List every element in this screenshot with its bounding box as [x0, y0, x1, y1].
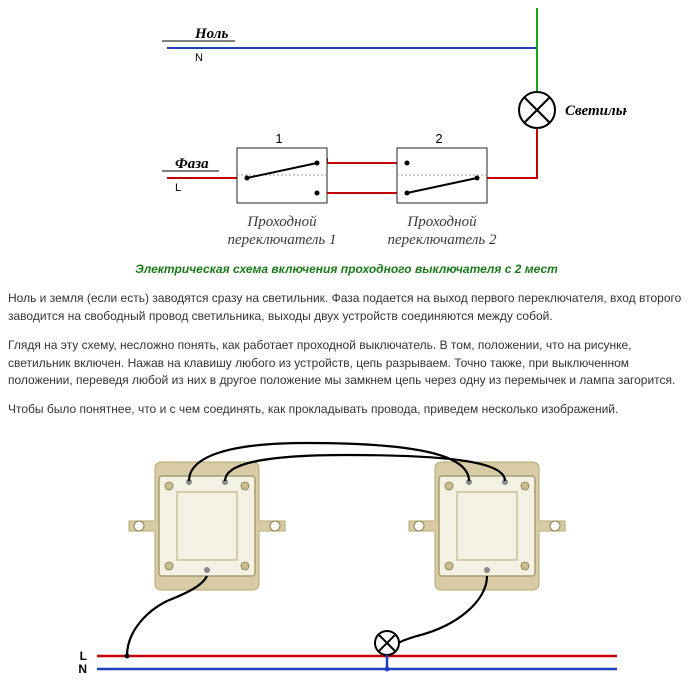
- schematic-diagram: Ноль N Фаза L 1 2 Проходной переключател…: [67, 8, 627, 253]
- label-n: N: [195, 52, 203, 64]
- caption: Электрическая схема включения проходного…: [8, 261, 685, 278]
- label-sw2a: Проходной: [406, 214, 477, 230]
- paragraph-1: Ноль и земля (если есть) заводятся сразу…: [8, 290, 685, 325]
- paragraph-3: Чтобы было понятнее, что и с чем соединя…: [8, 401, 685, 418]
- label-bus-n: N: [78, 662, 87, 676]
- label-sw1-num: 1: [275, 131, 282, 146]
- label-sw2-num: 2: [435, 131, 442, 146]
- label-bus-l: L: [79, 649, 86, 663]
- label-nol: Ноль: [194, 26, 228, 42]
- label-faza: Фаза: [175, 156, 209, 172]
- label-sw1b: переключатель 1: [227, 232, 336, 248]
- label-lamp: Светильник: [565, 103, 627, 119]
- label-l: L: [175, 182, 181, 194]
- photo-wiring-diagram: L N: [57, 431, 637, 681]
- label-sw2b: переключатель 2: [387, 232, 496, 248]
- label-sw1a: Проходной: [246, 214, 317, 230]
- paragraph-2: Глядя на эту схему, несложно понять, как…: [8, 337, 685, 389]
